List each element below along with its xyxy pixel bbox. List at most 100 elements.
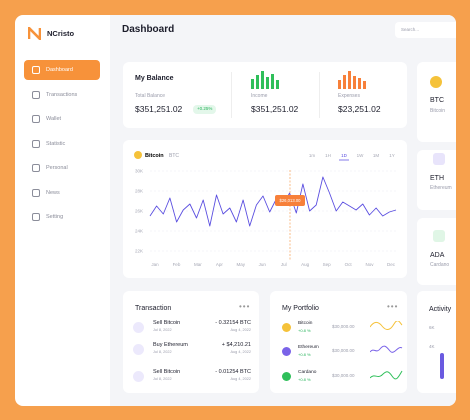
nav-item[interactable]: Wallet <box>24 109 100 129</box>
tx-date: Jul 8, 2022 <box>153 377 172 381</box>
search-box[interactable]: Search... <box>395 22 456 38</box>
y-tick-label: 24K <box>135 229 143 234</box>
sparkline-path <box>370 321 403 330</box>
coin-change: +0.8 % <box>298 328 311 333</box>
coin-icon <box>433 153 445 165</box>
coin-symbol: ETH <box>430 175 444 182</box>
x-tick-label: Aug <box>301 262 310 267</box>
period-tab: 1W <box>357 153 365 158</box>
coin-symbol: ADA <box>430 252 445 259</box>
period-tab: 1Y <box>389 153 395 158</box>
logo-icon <box>28 27 41 40</box>
nav-icon <box>32 188 40 197</box>
tx-icon <box>133 371 144 382</box>
tx-time: Aug 4, 2022 <box>230 350 251 354</box>
x-tick-label: Jul <box>281 262 287 267</box>
tx-name: Buy Ethereum <box>153 342 188 348</box>
nav-item[interactable]: News <box>24 183 100 203</box>
coin-name: Bitcoin <box>298 321 313 326</box>
period-tab: 1M <box>373 153 380 158</box>
y-tick-label: 26K <box>135 209 143 214</box>
coin-price: $30,000.00 <box>332 348 355 353</box>
chart-symbol: BTC <box>169 153 179 159</box>
coin-card[interactable]: ETH Ethereum <box>417 150 456 210</box>
sparkline <box>370 370 403 380</box>
divider <box>319 72 320 118</box>
tx-name: Sell Bitcoin <box>153 320 181 326</box>
total-value: $351,251.02 <box>135 104 183 114</box>
tooltip-text: $26,013.00 <box>280 198 302 203</box>
menu-dots[interactable]: ••• <box>387 302 399 311</box>
coin-icon <box>282 347 291 356</box>
nav-item[interactable]: Setting <box>24 207 100 227</box>
tooltip-box <box>275 195 305 206</box>
nav-item[interactable]: Statistic <box>24 134 100 154</box>
coin-name: Bitcoin <box>430 108 446 114</box>
sparkline-path <box>370 345 403 353</box>
nav-icon <box>32 139 40 148</box>
menu-dots[interactable]: ••• <box>239 302 251 311</box>
tx-amount: + $4,210.21 <box>221 342 251 348</box>
balance-card: My Balance Total Balance $351,251.02 +0.… <box>123 62 407 128</box>
coin-icon <box>433 230 445 242</box>
tx-date: Jul 8, 2022 <box>153 350 172 354</box>
activity-tick: 6K <box>429 325 435 330</box>
period-tab: 1D <box>341 153 348 158</box>
chart: Bitcoin BTC 1m 1H 1D 1W 1M 1Y 30K 28K 26K 24K 22K J… <box>134 151 397 267</box>
total-label: Total Balance <box>135 93 166 99</box>
income-value: $351,251.02 <box>251 104 299 114</box>
coin-change: +0.8 % <box>298 377 311 382</box>
x-tick-label: Jun <box>259 262 267 267</box>
nav-item[interactable]: Dashboard <box>24 60 100 80</box>
activity-bar <box>440 353 444 379</box>
period-tab: 1m <box>309 153 316 158</box>
coin-icon <box>282 372 291 381</box>
period-tab: 1H <box>325 153 331 158</box>
price-line <box>149 176 397 227</box>
x-tick-label: Nov <box>366 262 375 267</box>
tx-date: Jul 8, 2022 <box>153 328 172 332</box>
nav-icon <box>32 66 40 74</box>
coin-icon <box>282 323 291 332</box>
nav-item[interactable]: Personal <box>24 158 100 178</box>
tx-amount: - 0.32154 BTC <box>215 320 251 326</box>
x-tick-label: Apr <box>216 262 224 267</box>
y-tick-label: 22K <box>135 249 143 254</box>
coin-icon <box>134 151 142 159</box>
coin-icon <box>430 76 442 88</box>
nav-icon <box>32 115 40 123</box>
x-tick-label: Feb <box>173 262 181 267</box>
nav-item[interactable]: Transactions <box>24 85 100 105</box>
expense-bars <box>338 71 366 89</box>
page-title: Dashboard <box>122 24 175 35</box>
coin-card[interactable]: ADA Cardano <box>417 218 456 285</box>
sparkline <box>370 345 403 353</box>
card-title: My Portfolio <box>282 305 319 312</box>
sparkline-path <box>370 370 403 380</box>
nav-icon <box>32 164 40 172</box>
expenses-value: $23,251.02 <box>338 104 381 114</box>
y-tick-label: 30K <box>135 169 143 174</box>
tx-icon <box>133 344 144 355</box>
tx-name: Sell Bitcoin <box>153 369 181 375</box>
x-tick-label: Mar <box>194 262 202 267</box>
x-tick-label: Dec <box>387 262 396 267</box>
tx-time: Aug 4, 2022 <box>230 328 251 332</box>
coin-card[interactable]: BTC Bitcoin <box>417 62 456 142</box>
income-bars <box>251 71 279 89</box>
nav-icon <box>32 213 40 221</box>
tx-time: Aug 4, 2022 <box>230 377 251 381</box>
y-tick-label: 28K <box>135 189 143 194</box>
card-title: Transaction <box>135 305 172 312</box>
coin-name: Ethereum <box>430 185 452 191</box>
activity-tick: 4K <box>429 344 435 349</box>
tx-amount: - 0.01254 BTC <box>215 369 251 375</box>
activity-card: Activity 6K 4K <box>417 291 456 393</box>
transaction-card: Transaction ••• Sell Bitcoin Jul 8, 2022 -… <box>123 291 259 393</box>
sparkline <box>370 321 403 330</box>
coin-name: Ethereum <box>298 345 319 350</box>
balance-title: My Balance <box>135 75 174 82</box>
x-tick-label: May <box>237 262 246 267</box>
coin-name: Cardano <box>430 262 450 268</box>
